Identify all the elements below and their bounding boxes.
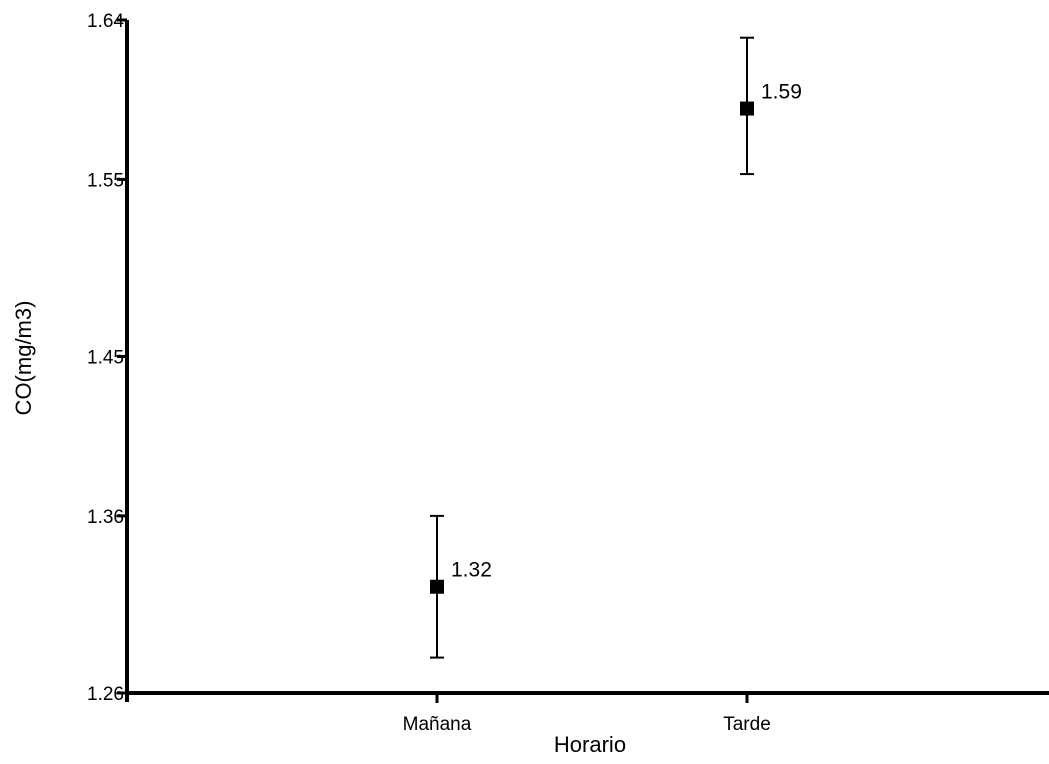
x-axis-title: Horario bbox=[554, 732, 626, 757]
y-tick-label: 1.45 bbox=[87, 348, 124, 369]
y-tick-label: 1.55 bbox=[87, 170, 124, 191]
data-label: 1.32 bbox=[451, 559, 492, 582]
y-axis-title: CO(mg/m3) bbox=[11, 301, 36, 416]
y-axis: 1.26 1.36 1.45 1.55 1.64 bbox=[87, 11, 129, 705]
data-point bbox=[430, 579, 444, 594]
data-point-group: 1.59 bbox=[740, 36, 802, 176]
data-marks: 1.32 1.59 bbox=[430, 36, 802, 659]
y-tick-label: 1.26 bbox=[87, 684, 124, 705]
x-tick-label: Mañana bbox=[403, 714, 472, 735]
x-tick-label: Tarde bbox=[723, 714, 771, 735]
data-point-group: 1.32 bbox=[430, 514, 492, 659]
x-axis: Mañana Tarde bbox=[125, 691, 1049, 735]
y-tick-label: 1.36 bbox=[87, 507, 124, 528]
data-point bbox=[740, 101, 754, 116]
y-tick-label: 1.64 bbox=[87, 11, 124, 32]
data-label: 1.59 bbox=[761, 81, 802, 104]
